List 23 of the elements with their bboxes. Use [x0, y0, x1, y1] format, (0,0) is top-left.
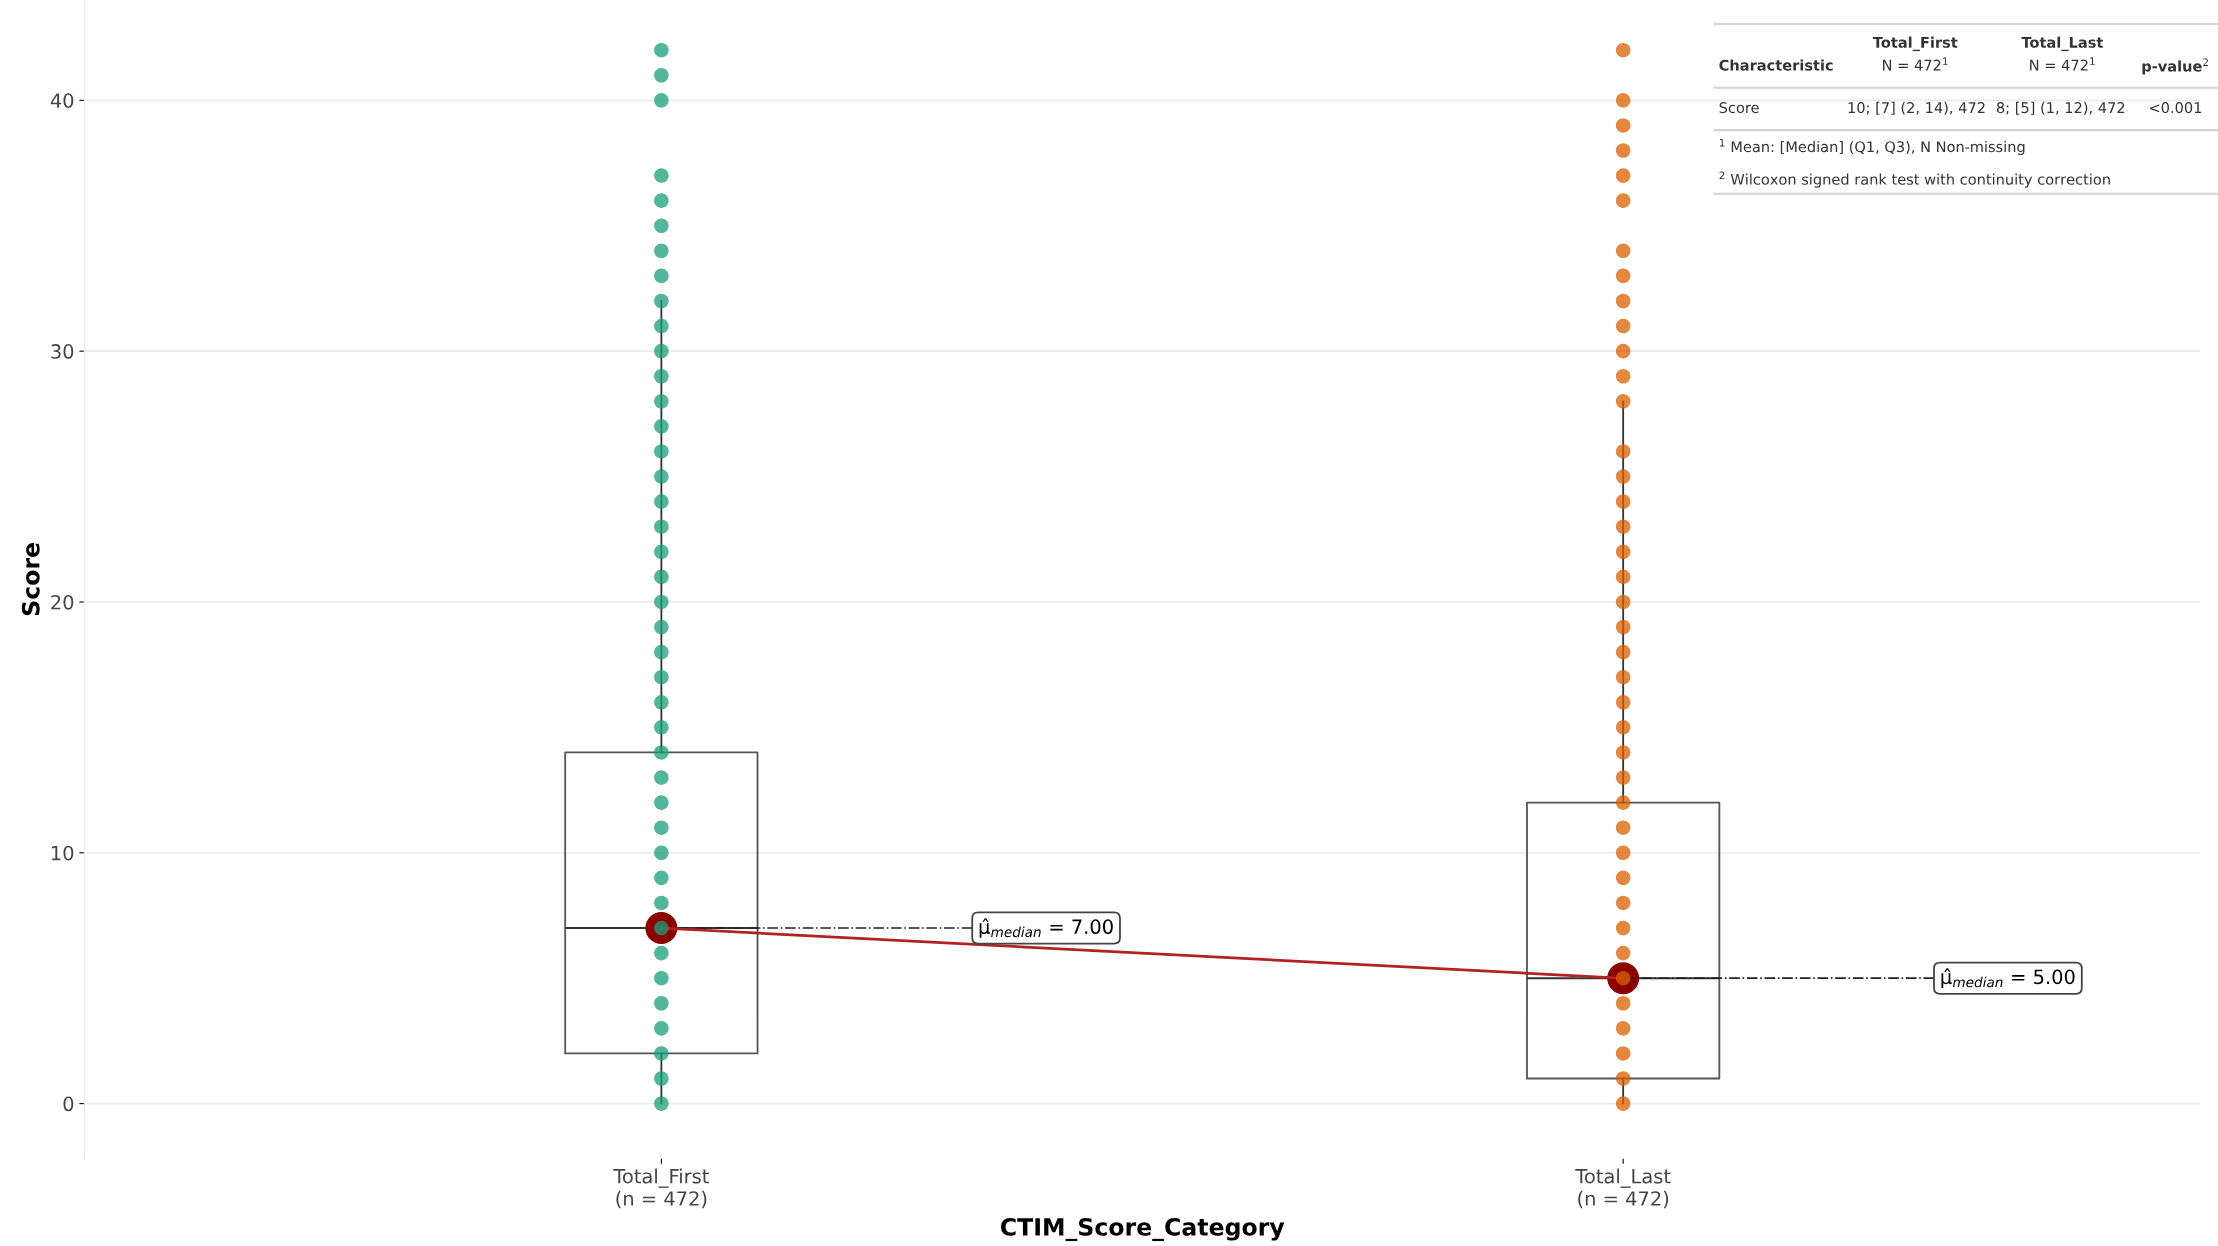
y-tick-label: 0: [63, 1096, 74, 1112]
text: Score: [21, 543, 40, 616]
y-tick-label: 30: [51, 344, 74, 359]
annotation: Total_Last: [2021, 36, 2104, 52]
annotation: N = 472$^{1}$: [1883, 57, 1948, 71]
x-axis-title: CTIM_Score_Category: [1000, 1217, 1285, 1242]
y-tick-label: 40: [50, 93, 74, 108]
annotation: <0.001: [2150, 102, 2202, 114]
y-axis-title: Score: [1719, 102, 1759, 114]
annotation: Total_First: [1872, 36, 1958, 52]
y-tick-label: 10: [51, 845, 74, 861]
annotation: μ̂$_{median}$ = 5.00: [1941, 968, 2075, 988]
annotation: μ̂$_{median}$ = 7.00: [979, 918, 1113, 938]
y-tick-label: 20: [51, 594, 74, 610]
annotation: 8; [5] (1, 12), 472: [1996, 101, 2125, 115]
annotation: 10; [7] (2, 14), 472: [1848, 101, 1985, 115]
annotation: N = 472$^{1}$: [2030, 57, 2095, 71]
x-tick-label: Total_Last (n = 472): [1575, 1168, 1671, 1209]
annotation: $^{2}$ Wilcoxon signed rank test with continuity correction: [1719, 171, 2110, 188]
annotation: p-value$^{2}$: [2142, 58, 2208, 75]
x-tick-label: Total_First (n = 472): [613, 1168, 709, 1209]
annotation: Characteristic: [1719, 59, 1833, 71]
annotation: $^{1}$ Mean: [Median] (Q1, Q3), N Non-missing: [1719, 138, 2025, 156]
